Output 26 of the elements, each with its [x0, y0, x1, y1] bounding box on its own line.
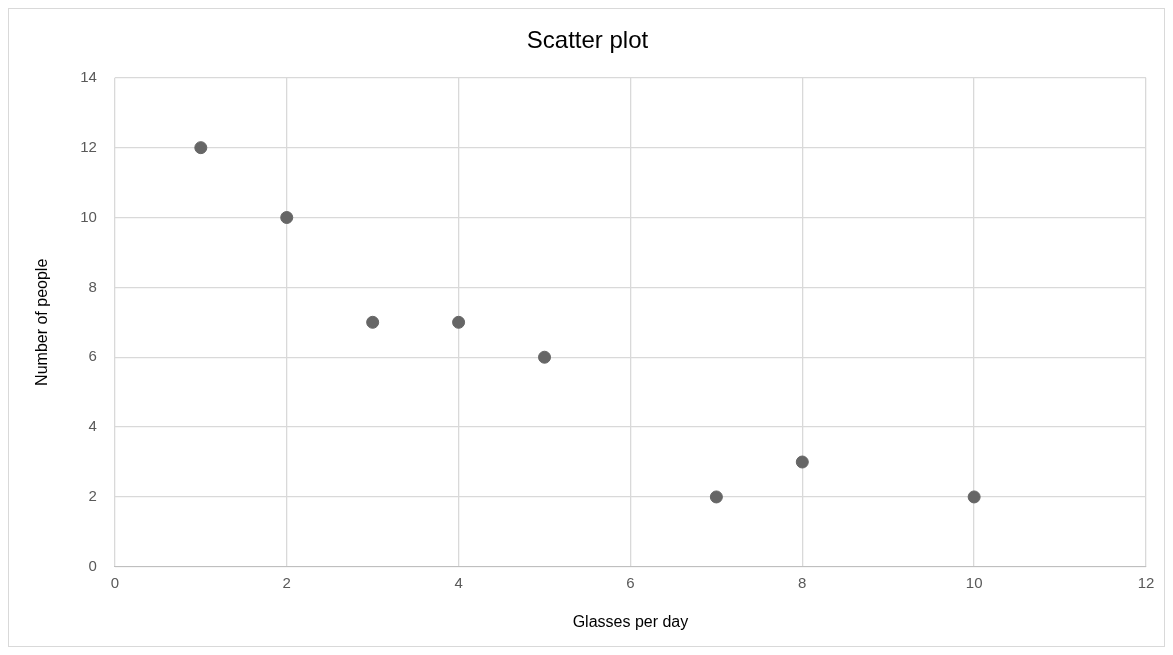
- point: [795, 455, 809, 469]
- x-tick-label: 10: [965, 573, 983, 591]
- y-tick-label: 2: [88, 487, 97, 505]
- x-tick-label: 4: [454, 573, 463, 591]
- y-tick-label: 14: [80, 67, 97, 85]
- point: [538, 350, 552, 364]
- point: [709, 490, 723, 504]
- x-tick-label: 2: [282, 573, 291, 591]
- point: [967, 490, 981, 504]
- point: [194, 141, 208, 155]
- x-tick-label: 0: [110, 573, 120, 591]
- y-tick-label: 8: [88, 277, 97, 295]
- point: [366, 315, 380, 329]
- x-tick-label: 8: [798, 573, 807, 591]
- chart-title: Scatter plot: [526, 26, 649, 54]
- x-axis-title: Glasses per day: [572, 612, 689, 630]
- y-tick-label: 0: [88, 556, 97, 574]
- point: [280, 211, 294, 225]
- y-tick-label: 12: [80, 137, 97, 155]
- point: [452, 315, 466, 329]
- y-tick-label: 6: [88, 347, 97, 365]
- y-tick-label: 10: [80, 207, 97, 225]
- y-tick-label: 4: [88, 417, 97, 435]
- x-tick-label: 12: [1137, 573, 1155, 591]
- y-axis-title: Number of people: [33, 258, 51, 386]
- x-tick-label: 6: [626, 573, 635, 591]
